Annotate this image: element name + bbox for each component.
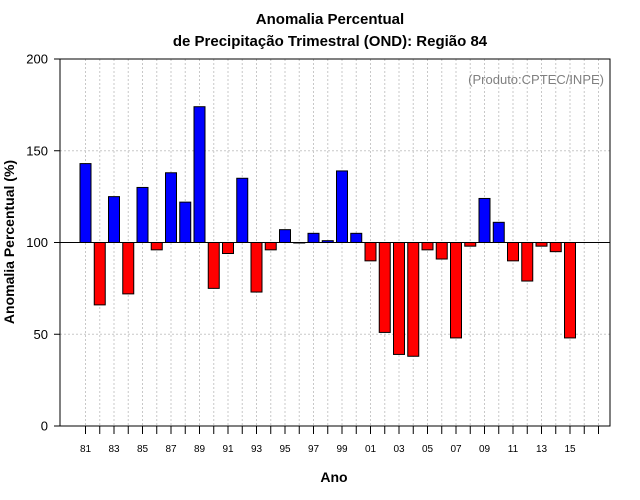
y-tick-label: 0 (41, 419, 48, 434)
y-tick-label: 100 (26, 235, 48, 250)
bar-1999 (336, 170, 348, 243)
bar-2000 (350, 232, 363, 243)
bar-2011 (507, 242, 519, 262)
bar-2002 (378, 242, 391, 333)
bar-2005 (421, 242, 434, 251)
x-tick-label: 87 (165, 444, 177, 455)
credit-label: (Produto:CPTEC/INPE) (468, 72, 604, 87)
bar-1985 (136, 186, 149, 243)
x-tick-label: 07 (450, 444, 462, 455)
bar-2014 (549, 242, 562, 253)
bar-2010 (492, 221, 505, 244)
bar-1990 (207, 242, 220, 289)
bar-1997 (307, 232, 320, 243)
bar-1986 (150, 242, 163, 251)
x-tick-label: 09 (479, 444, 491, 455)
bar-1991 (222, 242, 234, 255)
bar-1983 (108, 196, 120, 243)
bar-1988 (179, 201, 192, 244)
x-tick-label: 15 (564, 444, 576, 455)
bar-2006 (435, 242, 448, 260)
bar-2004 (407, 242, 420, 357)
x-axis: 81 83 85 87 89 91 93 95 97 99 01 03 05 07 09 11 13 15 (80, 426, 599, 455)
x-tick-label: 91 (222, 444, 234, 455)
bar-1987 (165, 172, 177, 244)
bar-2008 (464, 242, 477, 247)
bar-2009 (478, 197, 491, 244)
x-tick-label: 95 (279, 444, 291, 455)
bar-1993 (250, 242, 263, 293)
x-tick-label: 99 (336, 444, 348, 455)
bar-1994 (264, 242, 277, 251)
x-tick-label: 97 (308, 444, 320, 455)
x-axis-label: Ano (320, 469, 347, 485)
x-tick-label: 81 (80, 444, 92, 455)
bar-1989 (193, 106, 206, 243)
bar-1992 (236, 177, 249, 243)
y-axis: 0 50 100 150 200 (26, 52, 60, 434)
bar-1984 (122, 242, 135, 295)
chart-subtitle: de Precipitação Trimestral (OND): Região… (173, 33, 488, 50)
y-tick-label: 50 (34, 327, 48, 342)
x-tick-label: 13 (536, 444, 548, 455)
x-tick-label: 83 (108, 444, 120, 455)
x-tick-label: 01 (365, 444, 377, 455)
x-tick-label: 05 (422, 444, 434, 455)
bar-1995 (279, 229, 291, 243)
x-tick-label: 03 (393, 444, 405, 455)
y-axis-label: Anomalia Percentual (%) (1, 160, 17, 324)
bar-series (79, 106, 576, 357)
bar-1981 (79, 163, 92, 243)
bar-2015 (564, 242, 576, 339)
y-tick-label: 200 (26, 52, 48, 67)
bar-1982 (93, 242, 106, 306)
x-tick-label: 89 (194, 444, 206, 455)
x-tick-label: 85 (137, 444, 149, 455)
chart-title: Anomalia Percentual (256, 11, 404, 28)
x-tick-label: 93 (251, 444, 263, 455)
x-tick-label: 11 (508, 444, 519, 455)
bar-2013 (535, 242, 548, 247)
bar-2001 (364, 242, 377, 262)
bar-2007 (450, 242, 462, 339)
bar-2012 (521, 242, 534, 282)
grid-lines (60, 59, 610, 426)
bar-2003 (393, 242, 405, 355)
y-tick-label: 150 (26, 143, 48, 158)
